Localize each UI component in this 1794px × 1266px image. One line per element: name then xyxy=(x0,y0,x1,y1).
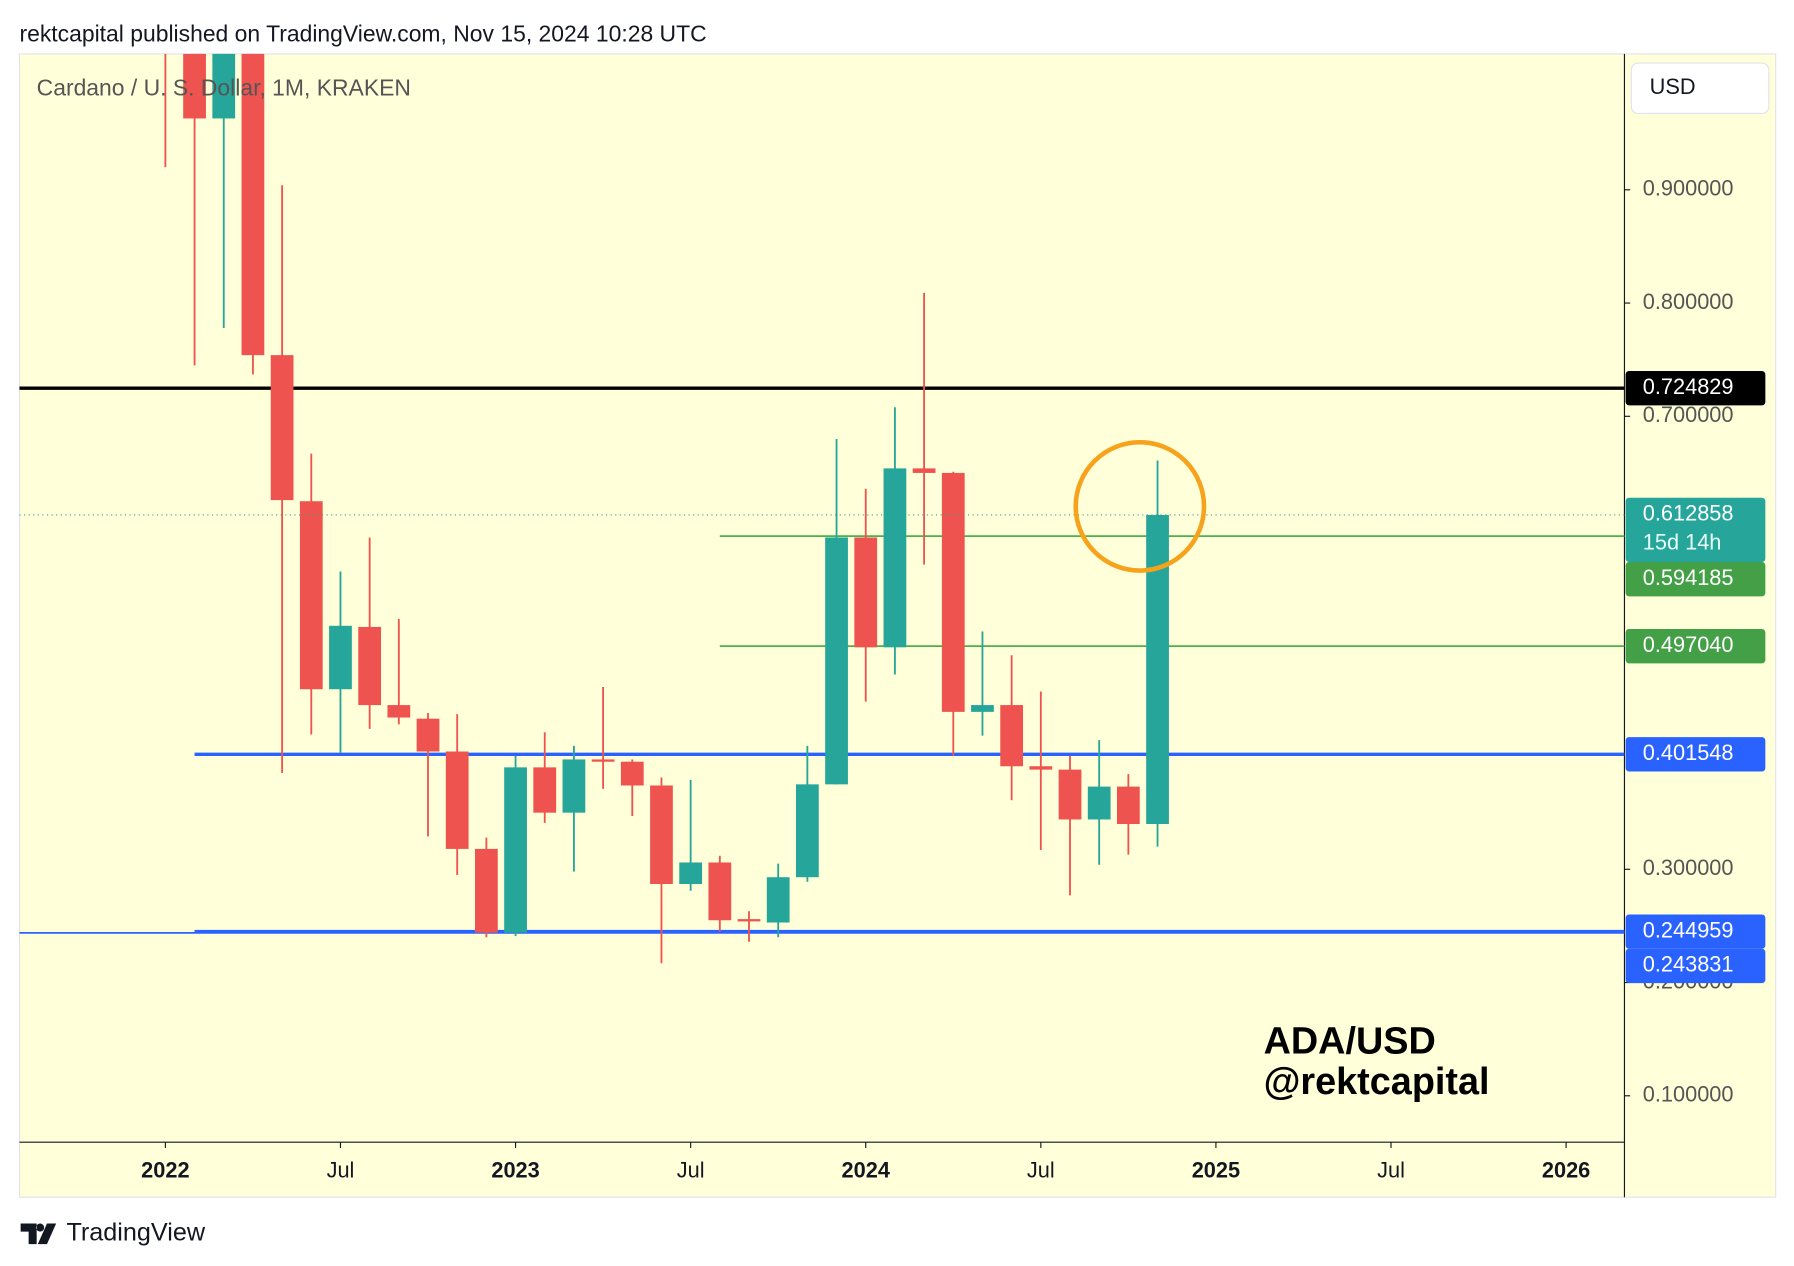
price-label-box xyxy=(1625,914,1766,949)
price-label: 0.243831 xyxy=(1643,952,1734,977)
candle-body xyxy=(941,472,965,712)
annotation: ADA/USD xyxy=(1264,1021,1436,1063)
candle-body xyxy=(912,468,936,473)
candle-body xyxy=(387,705,411,718)
x-tick-label: Jul xyxy=(1027,1158,1055,1183)
x-tick-label: 2024 xyxy=(842,1158,890,1183)
chart-title: Cardano / U. S. Dollar, 1M, KRAKEN xyxy=(37,74,411,100)
x-tick-label: Jul xyxy=(327,1158,355,1183)
candle-body xyxy=(212,53,236,119)
x-tick-label: 2026 xyxy=(1542,1158,1590,1183)
candle-body xyxy=(241,53,265,356)
y-tick-label: 0.900000 xyxy=(1643,176,1734,201)
price-label-box xyxy=(1625,561,1766,597)
plot-area xyxy=(19,53,1625,964)
candle-body xyxy=(183,53,206,119)
candle-body xyxy=(533,767,557,813)
x-tick-label: 2023 xyxy=(491,1158,539,1183)
price-label-box xyxy=(1625,948,1766,984)
axes: 0.1000000.2000000.3000000.7000000.800000… xyxy=(141,176,1766,1183)
candle-body xyxy=(650,785,673,885)
currency-button[interactable] xyxy=(1630,62,1770,115)
countdown-label: 15d 14h xyxy=(1643,529,1722,554)
x-tick-label: 2022 xyxy=(141,1158,189,1183)
highlight-circle xyxy=(1073,439,1207,573)
y-tick-label: 0.800000 xyxy=(1643,289,1734,314)
price-label: 0.401548 xyxy=(1643,740,1734,765)
candle-body xyxy=(1087,786,1111,820)
price-label-box xyxy=(1625,737,1766,772)
price-label: 0.594185 xyxy=(1643,565,1734,590)
candle-body xyxy=(504,767,527,933)
price-label-box xyxy=(1625,497,1766,562)
candle-body xyxy=(971,705,994,712)
tradingview-logo xyxy=(20,1223,57,1245)
candle-body xyxy=(708,862,732,921)
price-label-box xyxy=(1625,370,1766,406)
candle-body xyxy=(591,759,615,762)
candle-body xyxy=(1058,769,1082,820)
candle-body xyxy=(1029,766,1053,770)
candle-body xyxy=(737,919,761,922)
y-tick-label: 0.300000 xyxy=(1643,855,1734,880)
candle-body xyxy=(445,751,469,849)
candle-body xyxy=(270,355,294,501)
candle-body xyxy=(1116,786,1140,824)
candle-body xyxy=(620,761,644,786)
candle-body xyxy=(679,862,703,885)
candle-body xyxy=(358,626,382,706)
candle-body xyxy=(1146,514,1169,824)
footer: TradingView xyxy=(66,1219,205,1247)
candle-body xyxy=(854,537,878,648)
candle-body xyxy=(329,625,352,690)
candle-body xyxy=(825,537,848,785)
header: rektcapital published on TradingView.com… xyxy=(19,21,706,47)
y-tick-label: 0.700000 xyxy=(1643,402,1734,427)
candle-body xyxy=(1000,705,1024,767)
candle-body xyxy=(795,784,819,878)
candle-body xyxy=(766,877,790,923)
logo-icon xyxy=(20,1223,57,1245)
candle-body xyxy=(562,759,586,813)
candle-body xyxy=(883,468,907,648)
x-tick-label: Jul xyxy=(1377,1158,1405,1183)
candle-body xyxy=(416,718,440,752)
price-label: 0.724829 xyxy=(1643,374,1734,399)
x-tick-label: Jul xyxy=(677,1158,705,1183)
price-label: 0.497040 xyxy=(1643,632,1734,657)
y-tick-label: 0.100000 xyxy=(1643,1082,1734,1107)
x-tick-label: 2025 xyxy=(1192,1158,1240,1183)
price-label-box xyxy=(1625,628,1766,664)
annotation: @rektcapital xyxy=(1264,1061,1490,1103)
currency-label[interactable]: USD xyxy=(1650,74,1696,99)
candle-body xyxy=(299,501,323,690)
candle-body xyxy=(474,848,498,933)
price-label: 0.612858 xyxy=(1643,501,1734,526)
price-label: 0.244959 xyxy=(1643,917,1734,942)
